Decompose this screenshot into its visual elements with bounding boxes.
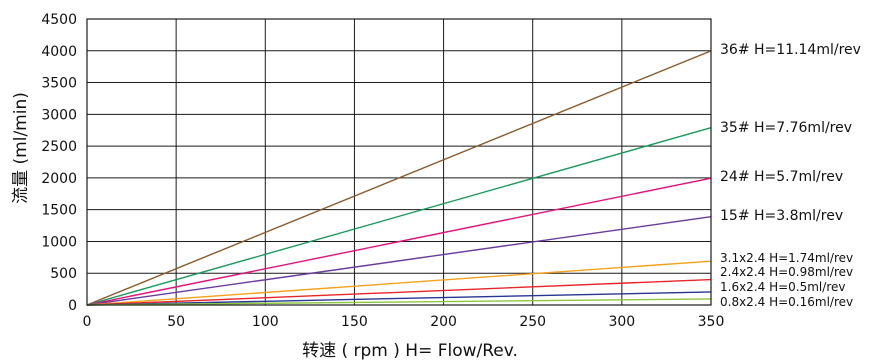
x-tick-label: 350 bbox=[698, 314, 725, 330]
x-tick-label: 250 bbox=[519, 314, 546, 330]
series-label-2: 24# H=5.7ml/rev bbox=[720, 169, 843, 185]
y-tick-label: 3000 bbox=[41, 107, 77, 123]
y-tick-label: 4500 bbox=[41, 12, 77, 28]
series-label-1: 35# H=7.76ml/rev bbox=[720, 120, 852, 136]
series-line-2 bbox=[86, 177, 712, 306]
y-tick-label: 2500 bbox=[41, 139, 77, 155]
series-labels: 36# H=11.14ml/rev 35# H=7.76ml/rev 24# H=5… bbox=[720, 42, 861, 309]
y-tick-label: 3500 bbox=[41, 76, 77, 92]
series-line-3 bbox=[86, 215, 712, 306]
y-tick-label: 500 bbox=[50, 266, 77, 282]
x-tick-label: 300 bbox=[608, 314, 635, 330]
y-tick-label: 2000 bbox=[41, 171, 77, 187]
series-line-5 bbox=[86, 278, 712, 306]
series-line-1 bbox=[86, 127, 712, 306]
series-line-6 bbox=[86, 291, 712, 306]
y-axis-title: 流量 (ml/min) bbox=[11, 92, 31, 204]
x-tick-label: 200 bbox=[430, 314, 457, 330]
y-tick-label: 1000 bbox=[41, 234, 77, 250]
grid bbox=[86, 18, 712, 306]
series-label-4: 3.1x2.4 H=1.74ml/rev bbox=[720, 251, 853, 265]
series-label-5: 2.4x2.4 H=0.98ml/rev bbox=[720, 265, 853, 279]
series-label-3: 15# H=3.8ml/rev bbox=[720, 208, 843, 224]
series-label-7: 0.8x2.4 H=0.16ml/rev bbox=[720, 295, 853, 309]
series-label-6: 1.6x2.4 H=0.5ml/rev bbox=[720, 280, 845, 294]
x-tick-label: 150 bbox=[341, 314, 368, 330]
plot-border bbox=[86, 18, 712, 306]
series-label-0: 36# H=11.14ml/rev bbox=[720, 42, 861, 58]
y-tick-label: 0 bbox=[68, 298, 77, 314]
y-tick-label: 1500 bbox=[41, 203, 77, 219]
plot-frame bbox=[86, 18, 712, 306]
series-line-0 bbox=[86, 50, 712, 306]
x-tick-label: 0 bbox=[83, 314, 92, 330]
series-lines bbox=[86, 50, 712, 306]
x-tick-labels: 0 50 100 150 200 250 300 350 bbox=[83, 314, 725, 330]
x-tick-label: 100 bbox=[252, 314, 279, 330]
y-tick-label: 4000 bbox=[41, 44, 77, 60]
series-line-4 bbox=[86, 260, 712, 306]
x-tick-label: 50 bbox=[167, 314, 185, 330]
x-axis-title: 转速 ( rpm ) H= Flow/Rev. bbox=[302, 341, 518, 361]
series-line-7 bbox=[86, 298, 712, 306]
y-tick-labels: 0 500 1000 1500 2000 2500 3000 3500 4000 4500 bbox=[41, 12, 77, 314]
